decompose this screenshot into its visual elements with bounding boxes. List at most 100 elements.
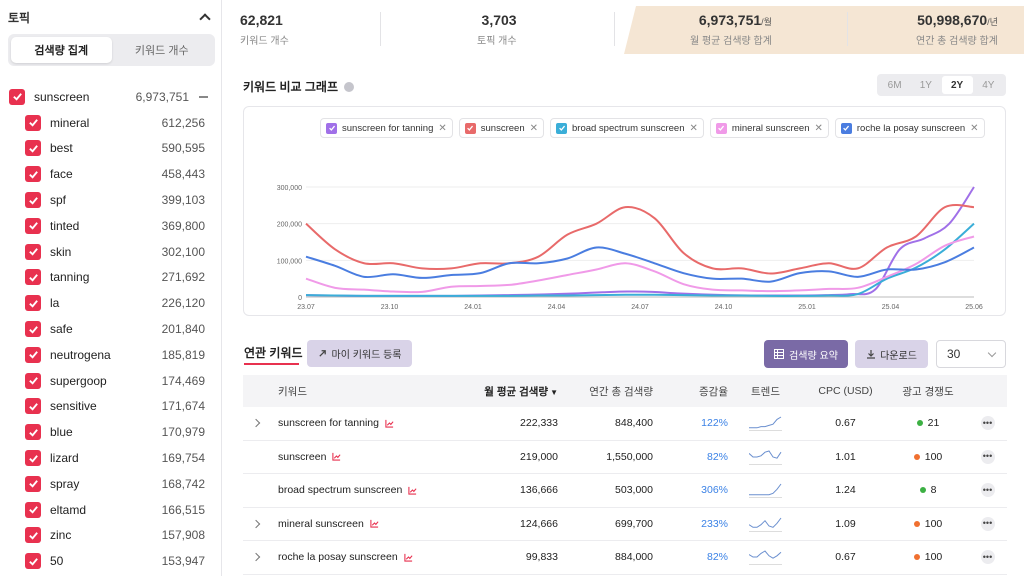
checkbox-checked-icon[interactable] [25,321,41,338]
legend-checkbox-icon[interactable] [715,122,727,134]
topic-keyword-row[interactable]: spf 399,103 [0,187,221,213]
keyword-text[interactable]: sunscreen [278,450,327,463]
header-competition[interactable]: 광고 경쟁도 [902,385,954,398]
header-keyword[interactable]: 키워드 [278,385,307,398]
checkbox-checked-icon[interactable] [25,192,41,209]
tab-keyword-count[interactable]: 키워드 개수 [134,45,189,57]
checkbox-checked-icon[interactable] [25,166,41,183]
table-row[interactable]: mineral sunscreen 124,666 699,700 233% 1.09 1… [243,508,1007,541]
legend-checkbox-icon[interactable] [326,122,337,134]
topic-keyword-row[interactable]: skin 302,100 [0,239,221,265]
header-increase[interactable]: 증감율 [699,385,728,398]
download-button[interactable]: 다운로드 [855,340,928,368]
table-row[interactable]: broad spectrum sunscreen 136,666 503,000 30… [243,474,1007,508]
legend-checkbox-icon[interactable] [464,122,476,134]
topic-keyword-row[interactable]: neutrogena 185,819 [0,342,221,368]
legend-chip[interactable]: broad spectrum sunscreen ✕ [550,118,704,138]
checkbox-checked-icon[interactable] [25,398,41,415]
checkbox-checked-icon[interactable] [25,424,41,441]
topic-parent-row[interactable]: sunscreen 6,973,751 [0,84,221,110]
trend-chart-icon[interactable] [370,519,379,528]
topic-keyword-row[interactable]: supergoop 174,469 [0,368,221,394]
header-cpc[interactable]: CPC (USD) [818,385,873,397]
topic-keyword-row[interactable]: lizard 169,754 [0,445,221,471]
checkbox-checked-icon[interactable] [25,269,41,286]
legend-chip[interactable]: sunscreen ✕ [458,118,544,138]
topic-keyword-row[interactable]: best 590,595 [0,136,221,162]
remove-x-icon[interactable]: ✕ [814,122,823,134]
info-icon[interactable] [344,81,354,92]
trend-chart-icon[interactable] [408,486,417,495]
topic-keyword-row[interactable]: mineral 612,256 [0,110,221,136]
keyword-text[interactable]: roche la posay sunscreen [278,551,398,564]
more-options-icon[interactable]: ••• [980,483,995,498]
checkbox-checked-icon[interactable] [25,346,41,363]
keyword-text[interactable]: broad spectrum sunscreen [278,484,403,497]
expand-chevron-icon[interactable] [251,419,260,428]
checkbox-checked-icon[interactable] [9,88,25,105]
register-my-keyword-button[interactable]: 마이 키워드 등록 [307,340,412,367]
legend-checkbox-icon[interactable] [556,122,567,134]
expand-chevron-icon[interactable] [251,553,260,562]
remove-x-icon[interactable]: ✕ [689,122,698,134]
remove-x-icon[interactable]: ✕ [970,122,979,134]
checkbox-checked-icon[interactable] [25,475,41,492]
header-monthly[interactable]: 월 평균 검색량 ▼ [484,385,558,398]
topic-keyword-row[interactable]: la 226,120 [0,290,221,316]
more-options-icon[interactable]: ••• [980,416,995,431]
range-6m[interactable]: 6M [887,79,902,91]
legend-chip[interactable]: mineral sunscreen ✕ [709,118,829,138]
legend-checkbox-icon[interactable] [840,122,852,134]
collapse-minus-icon[interactable] [199,95,208,98]
checkbox-checked-icon[interactable] [25,295,41,312]
range-4y[interactable]: 4Y [982,79,995,91]
expand-cell[interactable] [243,419,268,428]
topic-keyword-row[interactable]: 50 153,947 [0,548,221,574]
checkbox-checked-icon[interactable] [25,553,41,570]
checkbox-checked-icon[interactable] [25,527,41,544]
page-size-select[interactable]: 30 [936,340,1006,368]
remove-x-icon[interactable]: ✕ [529,122,538,134]
expand-cell[interactable] [243,519,268,528]
keyword-text[interactable]: mineral sunscreen [278,517,364,530]
checkbox-checked-icon[interactable] [25,243,41,260]
table-row[interactable]: roche la posay sunscreen 99,833 884,000 82%… [243,541,1007,575]
search-volume-summary-button[interactable]: 검색량 요약 [764,340,848,368]
checkbox-checked-icon[interactable] [25,372,41,389]
topic-keyword-row[interactable]: tanning 271,692 [0,265,221,291]
legend-chip[interactable]: roche la posay sunscreen ✕ [834,118,985,138]
checkbox-checked-icon[interactable] [25,217,41,234]
topic-keyword-row[interactable]: tinted 369,800 [0,213,221,239]
trend-chart-icon[interactable] [404,553,413,562]
topic-keyword-row[interactable]: sensitive 171,674 [0,394,221,420]
topic-keyword-row[interactable]: eltamd 166,515 [0,497,221,523]
checkbox-checked-icon[interactable] [25,450,41,467]
more-options-icon[interactable]: ••• [980,516,995,531]
expand-chevron-icon[interactable] [251,519,260,528]
tab-related-keywords[interactable]: 연관 키워드 [244,346,303,360]
remove-x-icon[interactable]: ✕ [438,122,447,134]
topic-keyword-row[interactable]: spray 168,742 [0,471,221,497]
trend-chart-icon[interactable] [385,419,394,428]
table-row[interactable]: sunscreen 219,000 1,550,000 82% 1.01 100 ••• [243,441,1007,474]
collapse-chevron-icon[interactable] [199,13,211,25]
header-yearly[interactable]: 연간 총 검색량 [589,385,653,398]
checkbox-checked-icon[interactable] [25,140,41,157]
trend-chart-icon[interactable] [332,452,341,461]
topic-keyword-row[interactable]: face 458,443 [0,161,221,187]
checkbox-checked-icon[interactable] [25,114,41,131]
checkbox-checked-icon[interactable] [25,501,41,518]
expand-cell[interactable] [243,553,268,562]
topic-keyword-row[interactable]: safe 201,840 [0,316,221,342]
more-options-icon[interactable]: ••• [980,449,995,464]
topic-keyword-row[interactable]: zinc 157,908 [0,523,221,549]
tab-search-volume[interactable]: 검색량 집계 [11,37,112,63]
range-2y[interactable]: 2Y [941,76,973,94]
table-row[interactable]: sunscreen for tanning 222,333 848,400 122% 0… [243,407,1007,441]
range-1y[interactable]: 1Y [919,79,932,91]
legend-label: roche la posay sunscreen [856,122,966,134]
topic-keyword-row[interactable]: blue 170,979 [0,419,221,445]
legend-chip[interactable]: sunscreen for tanning ✕ [320,118,453,138]
keyword-text[interactable]: sunscreen for tanning [278,417,379,430]
more-options-icon[interactable]: ••• [980,550,995,565]
